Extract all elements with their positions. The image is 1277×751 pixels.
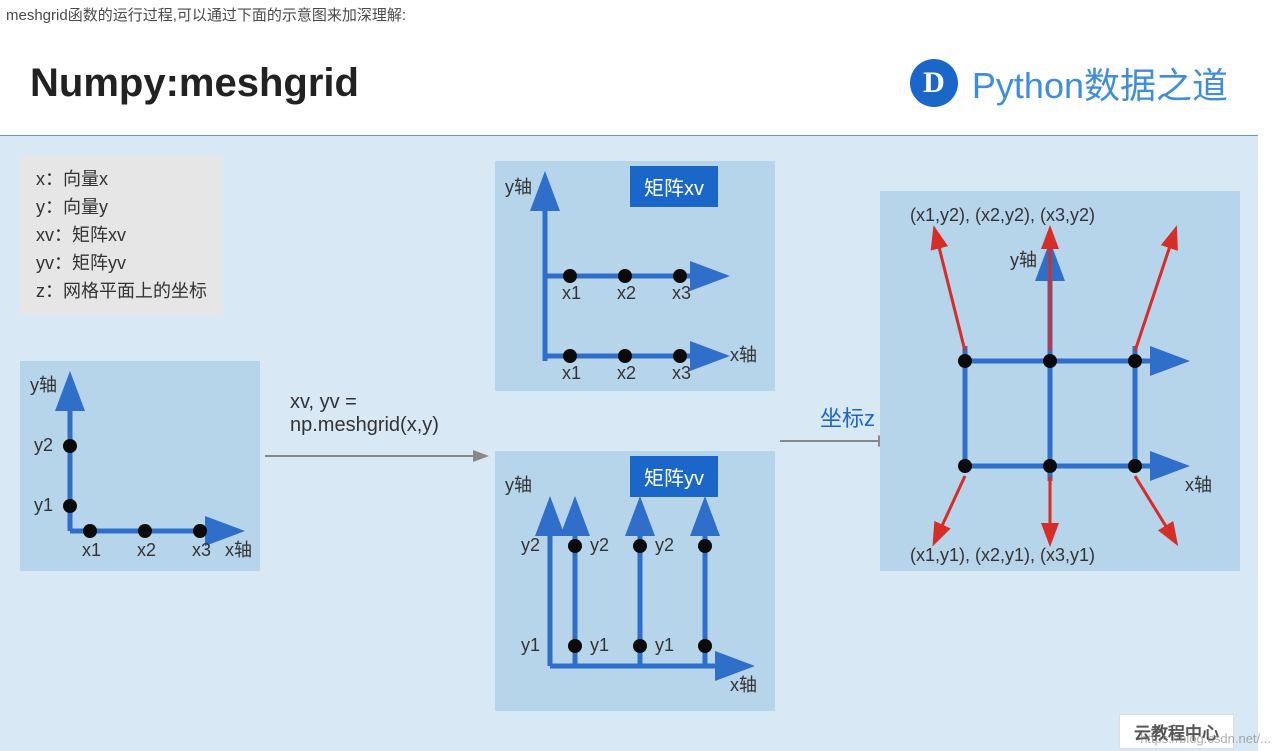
svg-text:x2: x2 <box>137 540 156 560</box>
svg-text:y1: y1 <box>590 635 609 655</box>
svg-text:y轴: y轴 <box>1010 250 1037 270</box>
svg-text:y轴: y轴 <box>505 475 532 495</box>
svg-text:y2: y2 <box>590 535 609 555</box>
svg-text:y2: y2 <box>34 435 53 455</box>
svg-text:x轴: x轴 <box>730 675 757 695</box>
header: Numpy:meshgrid D Python数据之道 <box>0 31 1258 136</box>
svg-text:x轴: x轴 <box>1185 475 1212 495</box>
input-panel: y轴 x轴 x1 x2 x3 y1 y2 <box>20 361 260 571</box>
input-axes-svg: y轴 x轴 x1 x2 x3 y1 y2 <box>20 361 260 571</box>
svg-text:(x1,y2), (x2,y2), (x3,y2): (x1,y2), (x2,y2), (x3,y2) <box>910 205 1095 225</box>
slide: Numpy:meshgrid D Python数据之道 x：向量x y：向量y … <box>0 31 1258 751</box>
grid-panel: (x1,y2), (x2,y2), (x3,y2) (x1,y1), (x2,y… <box>880 191 1240 571</box>
svg-text:(x1,y1), (x2,y1), (x3,y1): (x1,y1), (x2,y1), (x3,y1) <box>910 545 1095 565</box>
svg-text:x1: x1 <box>82 540 101 560</box>
svg-text:x1: x1 <box>562 363 581 383</box>
svg-text:y2: y2 <box>655 535 674 555</box>
svg-text:y1: y1 <box>521 635 540 655</box>
svg-text:y2: y2 <box>521 535 540 555</box>
legend-box: x：向量x y：向量y xv：矩阵xv yv：矩阵yv z：网格平面上的坐标 <box>20 156 223 315</box>
svg-text:x3: x3 <box>672 363 691 383</box>
brand-icon: D <box>910 59 958 107</box>
svg-text:y轴: y轴 <box>30 375 57 395</box>
svg-text:x轴: x轴 <box>225 540 252 560</box>
svg-text:x2: x2 <box>617 363 636 383</box>
grid-svg: (x1,y2), (x2,y2), (x3,y2) (x1,y1), (x2,y… <box>880 191 1240 571</box>
svg-text:x2: x2 <box>617 283 636 303</box>
code-label: xv, yv = np.meshgrid(x,y) <box>290 391 439 437</box>
svg-text:y1: y1 <box>655 635 674 655</box>
svg-text:y轴: y轴 <box>505 177 532 197</box>
brand-text: Python数据之道 <box>972 57 1228 109</box>
svg-text:x轴: x轴 <box>730 345 757 365</box>
yv-badge: 矩阵yv <box>630 456 718 497</box>
caption-text: meshgrid函数的运行过程,可以通过下面的示意图来加深理解: <box>0 0 1277 29</box>
xv-badge: 矩阵xv <box>630 166 718 207</box>
watermark: https://blog.csdn.net/... <box>1140 731 1271 746</box>
svg-text:x3: x3 <box>672 283 691 303</box>
title: Numpy:meshgrid <box>30 61 359 106</box>
svg-text:x1: x1 <box>562 283 581 303</box>
arrow-1 <box>265 441 495 471</box>
brand: D Python数据之道 <box>910 57 1228 109</box>
svg-text:y1: y1 <box>34 495 53 515</box>
svg-text:x3: x3 <box>192 540 211 560</box>
